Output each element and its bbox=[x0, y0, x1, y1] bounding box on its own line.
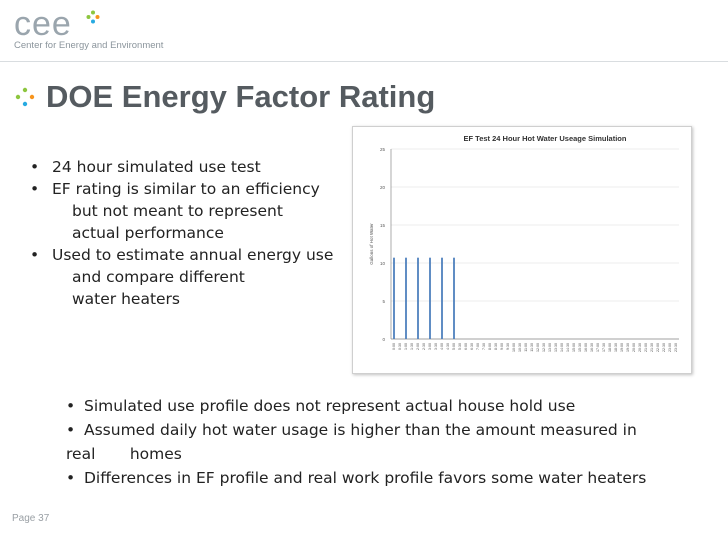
x-tick-label: 12:00 bbox=[536, 343, 540, 352]
x-tick-label: 16:00 bbox=[584, 343, 588, 352]
x-tick-label: 18:00 bbox=[608, 343, 612, 352]
bullet-dot-icon: • bbox=[30, 180, 40, 198]
x-tick-label: 11:00 bbox=[524, 343, 528, 352]
y-tick-label: 15 bbox=[380, 223, 386, 228]
x-tick-label: 16:30 bbox=[590, 343, 594, 352]
x-tick-label: 9:30 bbox=[506, 343, 510, 350]
x-tick-label: 10:30 bbox=[518, 343, 522, 352]
logo-wordmark: cee bbox=[14, 5, 72, 43]
x-tick-label: 15:30 bbox=[578, 343, 582, 352]
chart-bar bbox=[405, 257, 407, 339]
logo-dots-icon bbox=[86, 10, 100, 24]
x-tick-label: 22:30 bbox=[662, 343, 666, 352]
bullet-item: • Assumed daily hot water usage is highe… bbox=[66, 418, 706, 466]
bullet-text: Simulated use profile does not represent… bbox=[84, 397, 576, 415]
bullet-text: 24 hour simulated use test bbox=[52, 158, 261, 176]
x-tick-label: 23:30 bbox=[674, 343, 678, 352]
x-tick-label: 19:30 bbox=[626, 343, 630, 352]
bullet-text: Used to estimate annual energy use bbox=[52, 246, 334, 264]
x-tick-label: 11:30 bbox=[530, 343, 534, 352]
y-tick-label: 20 bbox=[380, 185, 386, 190]
x-tick-label: 8:30 bbox=[494, 343, 498, 350]
bullet-text-continued: actual performance bbox=[72, 224, 224, 242]
bullet-text: EF rating is similar to an efficiency bbox=[52, 180, 320, 198]
x-tick-label: 5:30 bbox=[458, 343, 462, 350]
x-tick-label: 12:30 bbox=[542, 343, 546, 352]
x-tick-label: 9:00 bbox=[500, 343, 504, 350]
y-tick-label: 0 bbox=[382, 337, 385, 342]
bullet-text: Assumed daily hot water usage is higher … bbox=[84, 421, 637, 439]
x-tick-label: 8:00 bbox=[488, 343, 492, 350]
x-tick-label: 4:00 bbox=[440, 343, 444, 350]
chart-frame: EF Test 24 Hour Hot Water Useage Simulat… bbox=[352, 126, 692, 374]
chart-title: EF Test 24 Hour Hot Water Useage Simulat… bbox=[464, 134, 627, 143]
chart-bar bbox=[441, 257, 443, 339]
bullet-dot-icon: • bbox=[66, 469, 76, 487]
x-tick-label: 5:00 bbox=[452, 343, 456, 350]
x-tick-label: 3:30 bbox=[434, 343, 438, 350]
chart-bar bbox=[429, 257, 431, 339]
bullet-text-continued: real homes bbox=[66, 445, 182, 463]
ef-test-chart: EF Test 24 Hour Hot Water Useage Simulat… bbox=[369, 134, 679, 352]
y-axis-label: Gallons of Hot Water bbox=[369, 223, 374, 265]
x-tick-label: 1:30 bbox=[410, 343, 414, 350]
left-bullet-list: • 24 hour simulated use test • EF rating… bbox=[30, 156, 360, 310]
bullet-item: • Differences in EF profile and real wor… bbox=[66, 466, 706, 490]
bullet-text: Differences in EF profile and real work … bbox=[84, 469, 647, 487]
slide-title: DOE Energy Factor Rating bbox=[46, 79, 436, 114]
y-tick-label: 5 bbox=[382, 299, 385, 304]
x-tick-label: 10:00 bbox=[512, 343, 516, 352]
x-tick-label: 21:00 bbox=[644, 343, 648, 352]
bullet-item: • 24 hour simulated use test bbox=[30, 156, 360, 178]
x-tick-label: 0:30 bbox=[398, 343, 402, 350]
x-tick-label: 22:00 bbox=[656, 343, 660, 352]
x-tick-label: 17:00 bbox=[596, 343, 600, 352]
logo-tagline: Center for Energy and Environment bbox=[14, 40, 164, 51]
x-tick-label: 20:30 bbox=[638, 343, 642, 352]
bullet-text-continued: and compare different bbox=[72, 268, 245, 286]
chart-bar bbox=[453, 257, 455, 339]
x-tick-label: 6:30 bbox=[470, 343, 474, 350]
x-tick-label: 14:30 bbox=[566, 343, 570, 352]
chart-bar bbox=[393, 257, 395, 339]
x-tick-label: 20:00 bbox=[632, 343, 636, 352]
bullet-item: • Simulated use profile does not represe… bbox=[66, 394, 706, 418]
bullet-text-continued: water heaters bbox=[72, 290, 181, 308]
bullet-dot-icon: • bbox=[66, 397, 76, 415]
header-divider bbox=[0, 61, 728, 62]
bullet-dot-icon: • bbox=[30, 246, 40, 264]
x-tick-label: 19:00 bbox=[620, 343, 624, 352]
cee-logo: cee Center for Energy and Environment bbox=[10, 6, 180, 56]
x-tick-label: 6:00 bbox=[464, 343, 468, 350]
x-tick-label: 13:30 bbox=[554, 343, 558, 352]
x-tick-label: 3:00 bbox=[428, 343, 432, 350]
x-tick-label: 15:00 bbox=[572, 343, 576, 352]
bullet-dot-icon: • bbox=[66, 421, 76, 439]
x-tick-label: 7:00 bbox=[476, 343, 480, 350]
x-tick-label: 21:30 bbox=[650, 343, 654, 352]
x-tick-label: 17:30 bbox=[602, 343, 606, 352]
bullet-dot-icon: • bbox=[30, 158, 40, 176]
x-tick-label: 13:00 bbox=[548, 343, 552, 352]
x-tick-label: 0:00 bbox=[392, 343, 396, 350]
x-tick-label: 2:00 bbox=[416, 343, 420, 350]
chart-bar bbox=[417, 257, 419, 339]
y-tick-label: 10 bbox=[380, 261, 386, 266]
x-tick-label: 7:30 bbox=[482, 343, 486, 350]
x-tick-label: 1:00 bbox=[404, 343, 408, 350]
bottom-bullet-list: • Simulated use profile does not represe… bbox=[66, 394, 706, 490]
x-tick-label: 18:30 bbox=[614, 343, 618, 352]
x-tick-label: 23:00 bbox=[668, 343, 672, 352]
x-tick-label: 2:30 bbox=[422, 343, 426, 350]
bullet-item: • EF rating is similar to an efficiency … bbox=[30, 178, 360, 244]
x-tick-label: 4:30 bbox=[446, 343, 450, 350]
y-tick-label: 25 bbox=[380, 147, 386, 152]
page-number: Page 37 bbox=[12, 513, 50, 524]
title-bullet-icon bbox=[15, 87, 35, 107]
x-tick-label: 14:00 bbox=[560, 343, 564, 352]
bullet-item: • Used to estimate annual energy use and… bbox=[30, 244, 360, 310]
bullet-text-continued: but not meant to represent bbox=[72, 202, 283, 220]
